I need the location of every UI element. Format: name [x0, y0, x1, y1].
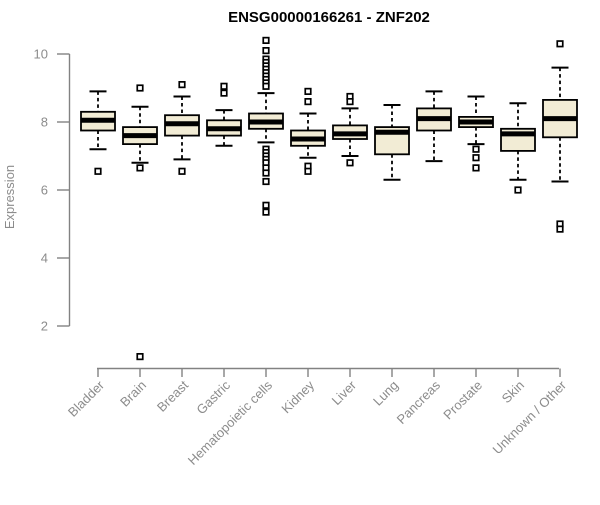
- x-tick-label-brain: Brain: [117, 378, 149, 410]
- x-tick-label-prostate: Prostate: [440, 378, 485, 423]
- outlier-unknown-other: [556, 40, 564, 48]
- outlier-kidney: [304, 87, 312, 96]
- outlier-skin: [514, 186, 522, 194]
- x-tick-label-unknown-other: Unknown / Other: [490, 377, 570, 457]
- chart-title: ENSG00000166261 - ZNF202: [228, 9, 430, 26]
- outlier-prostate: [472, 154, 480, 162]
- y-tick-label: 2: [41, 319, 48, 334]
- x-tick-label-pancreas: Pancreas: [394, 377, 444, 427]
- y-tick-label: 4: [41, 251, 48, 266]
- y-tick-label: 8: [41, 115, 48, 130]
- outlier-liver: [346, 97, 354, 106]
- x-tick-label-bladder: Bladder: [65, 377, 108, 420]
- y-axis-title: Expression: [2, 165, 17, 229]
- x-tick-label-breast: Breast: [154, 377, 191, 414]
- outlier-liver: [346, 159, 354, 167]
- outlier-hematopoietic-cells: [262, 201, 270, 209]
- y-tick-label: 10: [34, 47, 48, 62]
- outlier-hematopoietic-cells: [262, 36, 270, 45]
- outlier-breast: [178, 80, 186, 89]
- outlier-kidney: [304, 97, 312, 106]
- x-tick-label-liver: Liver: [329, 377, 360, 408]
- outlier-gastric: [220, 89, 228, 97]
- x-tick-label-skin: Skin: [499, 378, 527, 406]
- outlier-brain: [136, 353, 144, 361]
- outlier-breast: [178, 167, 186, 175]
- outlier-brain: [136, 84, 144, 92]
- outlier-prostate: [472, 164, 480, 172]
- x-tick-label-kidney: Kidney: [278, 377, 317, 416]
- outlier-gastric: [220, 82, 228, 90]
- outlier-hematopoietic-cells: [262, 82, 270, 90]
- outlier-bladder: [94, 167, 102, 175]
- outlier-prostate: [472, 145, 480, 153]
- y-tick-label: 6: [41, 183, 48, 198]
- outlier-hematopoietic-cells: [262, 169, 270, 177]
- outlier-unknown-other: [556, 225, 564, 233]
- outlier-hematopoietic-cells: [262, 208, 270, 216]
- outlier-hematopoietic-cells: [262, 46, 270, 55]
- x-tick-label-lung: Lung: [370, 378, 401, 409]
- x-tick-label-gastric: Gastric: [193, 377, 233, 417]
- outlier-kidney: [304, 167, 312, 175]
- outlier-hematopoietic-cells: [262, 177, 270, 186]
- outlier-brain: [136, 164, 144, 172]
